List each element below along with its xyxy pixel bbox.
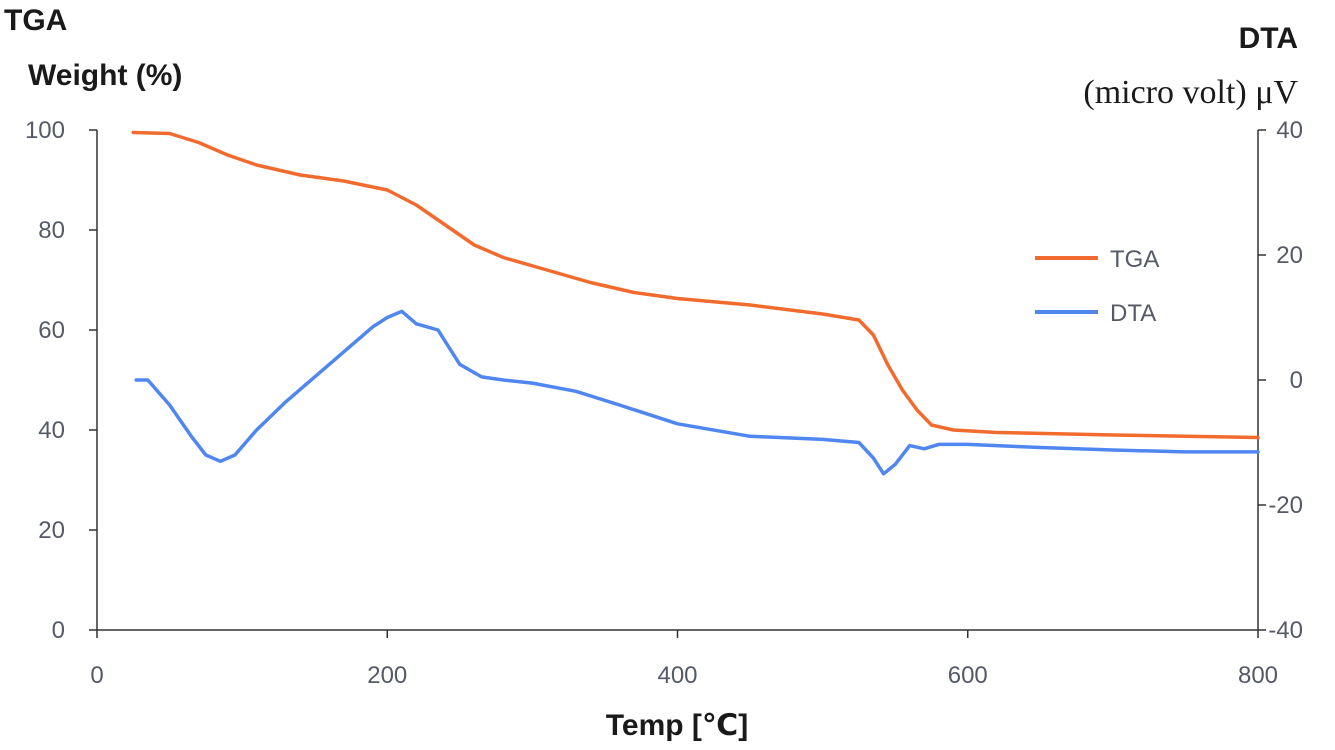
series-line-dta	[134, 309, 1260, 476]
x-tick-label: 800	[1238, 662, 1278, 689]
x-axis-title: Temp [℃]	[606, 709, 748, 742]
left-y-tick-label: 60	[38, 317, 65, 344]
legend: TGA DTA	[1035, 246, 1159, 327]
right-axis-title-line2: (micro volt) μV	[1083, 74, 1298, 111]
right-y-tick-label: 0	[1290, 367, 1303, 394]
legend-label-tga: TGA	[1110, 246, 1159, 273]
left-y-tick-label: 100	[25, 117, 65, 144]
x-tick-label: 400	[657, 662, 697, 689]
x-tick-label: 0	[90, 662, 103, 689]
left-y-tick-label: 40	[38, 417, 65, 444]
legend-label-dta: DTA	[1110, 300, 1156, 327]
right-axis-title-line1: DTA	[1239, 22, 1298, 55]
left-y-tick-label: 0	[52, 617, 65, 644]
x-tick-label: 600	[948, 662, 988, 689]
right-y-tick-label: -20	[1268, 492, 1303, 519]
tick-layer: 0 200 400 600 800 0 20 40 60 80 100 -40 -20 0 20 40	[25, 117, 1303, 689]
left-y-tick-label: 80	[38, 217, 65, 244]
series-line-tga	[131, 130, 1260, 440]
right-y-tick-label: 20	[1276, 242, 1303, 269]
x-tick-label: 200	[367, 662, 407, 689]
series-layer	[131, 130, 1260, 476]
right-y-tick-label: 40	[1276, 117, 1303, 144]
left-y-tick-label: 20	[38, 517, 65, 544]
left-axis-title-line2: Weight (%)	[28, 59, 182, 92]
left-axis-title-line1: TGA	[4, 4, 67, 37]
right-y-tick-label: -40	[1268, 617, 1303, 644]
